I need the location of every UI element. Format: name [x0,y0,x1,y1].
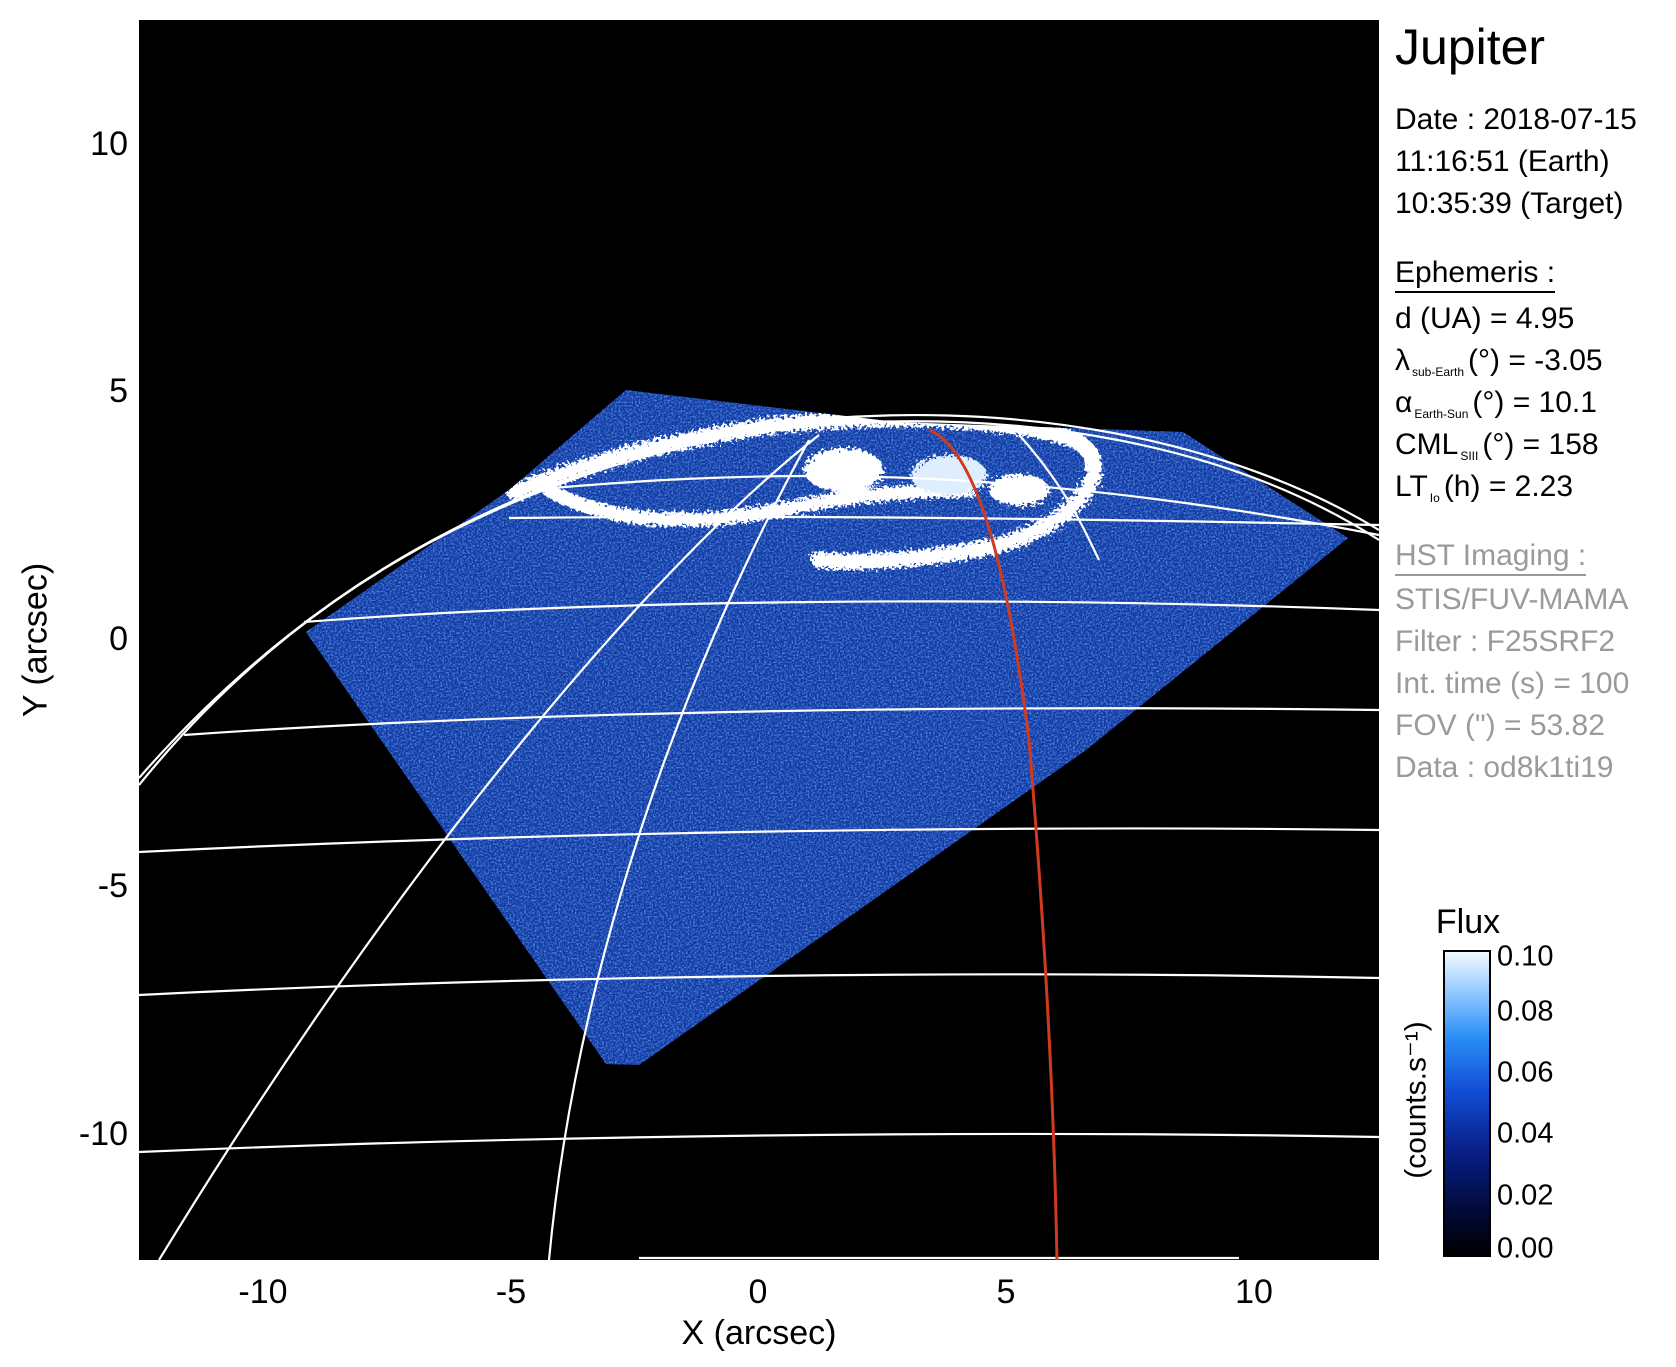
planet-name: Jupiter [1395,19,1546,75]
colorbar-unit: (counts.s⁻¹) [1399,1021,1433,1179]
y-tick: 0 [109,620,128,658]
x-axis-label: X (arcsec) [681,1314,837,1352]
field-of-view: FOV (") = 53.82 [1395,709,1605,742]
latitude-line [139,827,1379,854]
colorbar-tick: 0.02 [1497,1179,1554,1212]
instrument: STIS/FUV-MAMA [1395,583,1629,616]
phase-angle: α Earth-Sun (°) = 10.1 [1395,386,1597,421]
x-tick: 10 [1235,1273,1273,1311]
local-time-io: LT Io (h) = 2.23 [1395,470,1574,505]
sub-earth-latitude: λ sub-Earth (°) = -3.05 [1395,344,1603,379]
cml-line: CML SIII (°) = 158 [1395,428,1599,463]
latitude-line [183,707,1379,737]
colorbar-tick: 0.10 [1497,940,1554,973]
earth-time: 11:16:51 (Earth) [1395,145,1610,178]
x-tick: -5 [495,1273,527,1311]
meridian-line [158,434,820,1260]
x-tick: -10 [238,1273,288,1311]
jupiter-uv-image [139,20,1379,1260]
data-id: Data : od8k1ti19 [1395,751,1614,784]
colorbar-tick: 0.08 [1497,995,1554,1028]
colorbar-title: Flux [1435,903,1501,941]
planet-limb-inner [139,414,1379,779]
colorbar-tick: 0.04 [1497,1117,1554,1150]
y-axis-label: Y (arcsec) [16,562,55,718]
y-tick: -5 [97,867,128,905]
cml-meridian [928,428,1059,1260]
planet-grid [139,414,1379,1260]
x-tick: 5 [996,1273,1016,1311]
meridian-line [1018,434,1100,561]
filter: Filter : F25SRF2 [1395,625,1616,658]
latitude-line [303,600,1379,624]
latitude-line [139,973,1379,997]
latitude-line [508,474,1379,537]
ephemeris-heading: Ephemeris : [1395,256,1556,293]
distance-line: d (UA) = 4.95 [1395,302,1575,335]
y-tick: 10 [90,125,128,163]
latitude-line [139,1132,1379,1154]
integration-time: Int. time (s) = 100 [1395,667,1630,700]
colorbar-tick: 0.06 [1497,1056,1554,1089]
latitude-line [508,515,1379,527]
x-tick: 0 [748,1273,768,1311]
image-svg [139,390,1379,1260]
imaging-heading: HST Imaging : [1395,539,1587,576]
auroral-oval [506,410,1103,570]
y-tick: 5 [109,372,128,410]
colorbar [1443,950,1491,1257]
date-line: Date : 2018-07-15 [1395,103,1637,136]
target-time: 10:35:39 (Target) [1395,187,1624,220]
colorbar-tick: 0.00 [1497,1232,1554,1265]
meridian-line [547,439,810,1260]
y-tick: -10 [78,1115,128,1153]
